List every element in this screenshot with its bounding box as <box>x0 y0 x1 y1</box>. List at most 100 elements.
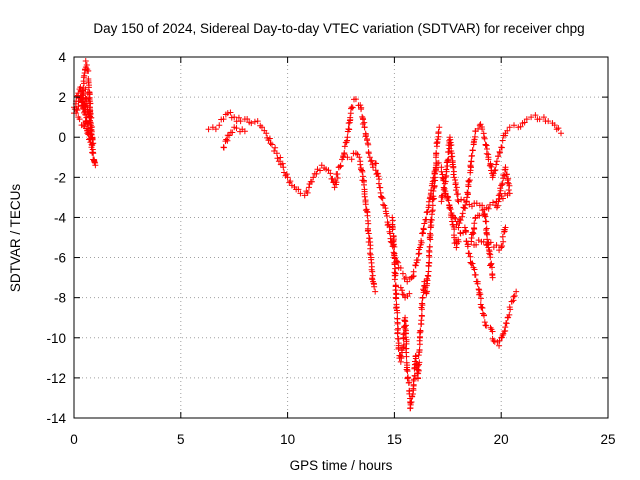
data-point <box>331 184 338 191</box>
data-point <box>368 266 375 273</box>
data-point <box>407 401 414 408</box>
data-point <box>443 166 450 173</box>
data-point <box>344 134 351 141</box>
data-point <box>476 289 483 296</box>
data-point <box>369 161 376 168</box>
data-point <box>474 280 481 287</box>
data-point <box>480 210 487 217</box>
x-tick-label: 25 <box>600 432 615 447</box>
data-point <box>399 287 406 294</box>
data-point <box>429 202 436 209</box>
data-point <box>483 204 490 211</box>
data-point <box>391 254 398 261</box>
data-point <box>416 250 423 257</box>
data-point <box>528 114 535 121</box>
data-point <box>365 227 372 234</box>
data-point <box>521 119 528 126</box>
data-point <box>426 243 433 250</box>
data-point <box>391 261 398 268</box>
data-point <box>283 171 290 178</box>
data-point <box>421 220 428 227</box>
data-point <box>224 110 231 117</box>
data-point <box>493 242 500 249</box>
data-point <box>499 180 506 187</box>
data-point <box>80 106 87 113</box>
data-point <box>402 318 409 325</box>
data-point <box>445 193 452 200</box>
data-point <box>403 353 410 360</box>
data-point <box>244 116 251 123</box>
data-point <box>432 170 439 177</box>
x-tick-label: 20 <box>494 432 509 447</box>
data-point <box>220 116 227 123</box>
data-point <box>273 150 280 157</box>
plot-frame <box>73 56 609 419</box>
data-point <box>459 213 466 220</box>
data-point <box>473 241 480 248</box>
data-point <box>286 179 293 186</box>
data-point <box>85 67 92 74</box>
data-point <box>313 170 320 177</box>
data-point <box>467 164 474 171</box>
data-point <box>440 184 447 191</box>
data-point <box>394 329 401 336</box>
data-point <box>496 149 503 156</box>
data-point <box>470 139 477 146</box>
y-tick-label: -10 <box>46 331 66 346</box>
data-point <box>411 376 418 383</box>
data-point <box>92 159 99 166</box>
data-point <box>455 238 462 245</box>
data-point <box>415 375 422 382</box>
data-point <box>84 90 91 97</box>
data-point <box>506 124 513 131</box>
data-point <box>493 198 500 205</box>
data-point <box>466 250 473 257</box>
data-point <box>399 270 406 277</box>
data-point <box>499 137 506 144</box>
data-point <box>536 116 543 123</box>
data-point <box>481 319 488 326</box>
data-point <box>406 379 413 386</box>
data-point <box>389 226 396 233</box>
y-tick-label: -6 <box>54 251 66 266</box>
data-point <box>310 174 317 181</box>
data-point <box>212 126 219 133</box>
data-point <box>327 170 334 177</box>
data-point <box>434 136 441 143</box>
data-point <box>375 180 382 187</box>
data-point <box>395 325 402 332</box>
chart-title: Day 150 of 2024, Sidereal Day-to-day VTE… <box>93 21 584 36</box>
data-point <box>392 287 399 294</box>
data-point <box>85 111 92 118</box>
data-point <box>362 201 369 208</box>
data-point <box>297 190 304 197</box>
data-point <box>317 167 324 174</box>
data-point <box>445 149 452 156</box>
data-point <box>447 139 454 146</box>
data-point <box>558 130 565 137</box>
data-point <box>483 322 490 329</box>
data-point <box>75 98 82 105</box>
data-point <box>433 162 440 169</box>
data-point <box>467 253 474 260</box>
data-point <box>370 164 377 171</box>
data-point <box>450 163 457 170</box>
data-point <box>365 220 372 227</box>
data-point <box>365 150 372 157</box>
data-point <box>503 320 510 327</box>
data-point <box>272 144 279 151</box>
data-point <box>220 144 227 151</box>
data-point <box>377 184 384 191</box>
data-point <box>83 118 90 125</box>
data-point <box>341 149 348 156</box>
data-point <box>511 122 518 129</box>
data-point <box>431 182 438 189</box>
data-point <box>80 74 87 81</box>
data-point <box>209 124 216 131</box>
data-point <box>457 217 464 224</box>
data-point <box>361 124 368 131</box>
data-point <box>471 225 478 232</box>
data-point <box>483 150 490 157</box>
data-point <box>490 170 497 177</box>
